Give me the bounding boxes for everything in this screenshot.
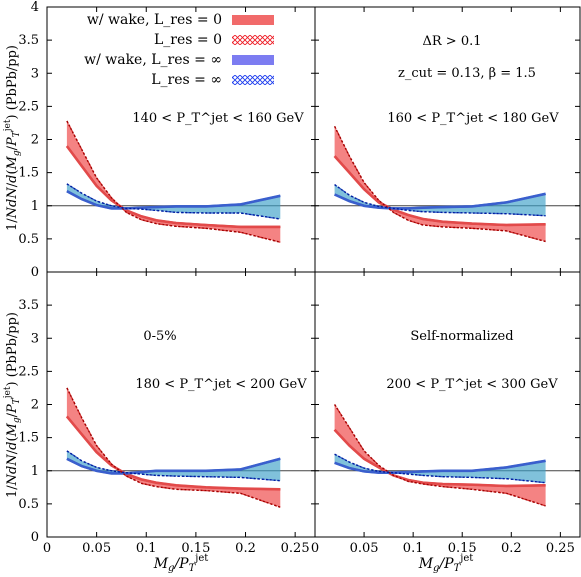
panel-annotation: 200 < P_T^jet < 300 GeV [386, 377, 558, 392]
blue-wake-line [334, 459, 546, 474]
y-tick-label: 0 [31, 265, 39, 280]
legend: w/ wake, L_res = 0 L_res = 0 w/ wake, L_re… [84, 12, 274, 88]
y-tick-label: 2 [31, 133, 39, 148]
x-tick-label: 0.2 [501, 541, 522, 556]
y-tick-label: 3 [31, 66, 39, 81]
blue-series-band [66, 183, 281, 219]
axis-labels: Mg/PTjet Mg/PTjet 1/NdN/d(Mg/PTjet) (PbP… [3, 45, 473, 574]
plot-area [47, 120, 580, 508]
y-tick-label: 4 [31, 0, 39, 15]
legend-label: w/ wake, L_res = ∞ [84, 52, 222, 68]
red-nowake-line [66, 387, 281, 508]
y-tick-label: 0.5 [18, 232, 39, 247]
blue-nowake-line [334, 184, 546, 217]
panel-annotation: z_cut = 0.13, β = 1.5 [398, 66, 536, 81]
panel-annotation: 180 < P_T^jet < 200 GeV [135, 377, 307, 392]
panel-annotations: 140 < P_T^jet < 160 GeV ΔR > 0.1 z_cut = 0… [132, 34, 559, 392]
blue-nowake-line [66, 183, 281, 220]
blue-wake-line [66, 190, 281, 210]
panel-4 [315, 404, 580, 507]
x-tick-label: 0.15 [448, 541, 477, 556]
red-series-band [66, 387, 281, 508]
x-tick-label: 0.05 [350, 541, 379, 556]
y-tick-label: 2.5 [18, 99, 39, 114]
y-axis-label-top: 1/NdN/d(Mg/PTjet) (PbPb/pp) [3, 45, 22, 231]
red-wake-line [333, 155, 546, 227]
x-tick-label: 0.25 [281, 541, 310, 556]
legend-swatch [232, 35, 274, 45]
red-series-lower-line [334, 126, 546, 243]
panel-annotation: ΔR > 0.1 [422, 34, 481, 49]
red-series-band [334, 126, 546, 242]
x-axis-label-right: Mg/PTjet [418, 553, 474, 574]
y-tick-label: 3 [31, 331, 39, 346]
panel-annotation: 0-5% [143, 329, 176, 344]
y-tick-label: 1.5 [18, 166, 39, 181]
x-axis-label-left: Mg/PTjet [153, 553, 209, 574]
red-series-band [66, 121, 281, 243]
panel-3 [47, 387, 315, 508]
y-tick-label: 1 [31, 199, 39, 214]
red-wake-line [333, 428, 546, 488]
x-tick-label: 0.1 [136, 541, 157, 556]
legend-label: L_res = 0 [154, 32, 222, 48]
legend-label: L_res = ∞ [151, 72, 222, 88]
legend-swatch [232, 55, 274, 65]
red-nowake-line [334, 404, 546, 507]
x-tick-label: 0.25 [546, 541, 575, 556]
x-tick-label: 0.05 [82, 541, 111, 556]
y-tick-label: 2.5 [18, 364, 39, 379]
x-tick-label: 0.15 [181, 541, 210, 556]
y-tick-label: 1.5 [18, 431, 39, 446]
panel-annotation: Self-normalized [410, 329, 513, 344]
panel-1 [47, 120, 315, 243]
x-tick-label: 0.2 [235, 541, 256, 556]
y-tick-label: 3.5 [18, 33, 39, 48]
blue-nowake-line [66, 450, 281, 482]
red-series-band [334, 404, 546, 506]
blue-nowake-line [334, 453, 546, 484]
red-nowake-line [333, 125, 546, 243]
plot-frame: 0 0.05 0.1 0.15 0.2 0.25 0 0.05 0.1 0.15 0.2 0.2500… [18, 0, 581, 556]
panel-annotation: 160 < P_T^jet < 180 GeV [387, 111, 559, 126]
legend-label: w/ wake, L_res = 0 [87, 12, 222, 28]
legend-swatch [232, 75, 274, 85]
x-tick-label: 0.1 [403, 541, 424, 556]
x-tick-label: 0 [43, 541, 51, 556]
blue-wake-line [334, 192, 546, 210]
y-tick-label: 0.5 [18, 497, 39, 512]
y-tick-label: 0 [31, 530, 39, 545]
y-tick-label: 2 [31, 398, 39, 413]
red-series-lower-line [66, 120, 281, 243]
red-wake-line [65, 415, 281, 491]
red-wake-line [65, 145, 281, 229]
panel-annotation: 140 < P_T^jet < 160 GeV [132, 111, 304, 126]
blue-series-band [334, 454, 546, 483]
panel-2 [315, 125, 580, 243]
red-nowake-line [66, 120, 281, 243]
blue-wake-line [66, 457, 281, 475]
x-tick-label: 0 [311, 541, 319, 556]
y-axis-label-bottom: 1/NdN/d(Mg/PTjet) (PbPb/pp) [3, 312, 22, 498]
y-tick-label: 3.5 [18, 298, 39, 313]
legend-swatch [232, 15, 274, 25]
y-tick-label: 1 [31, 464, 39, 479]
blue-series-lower-line [66, 450, 281, 482]
